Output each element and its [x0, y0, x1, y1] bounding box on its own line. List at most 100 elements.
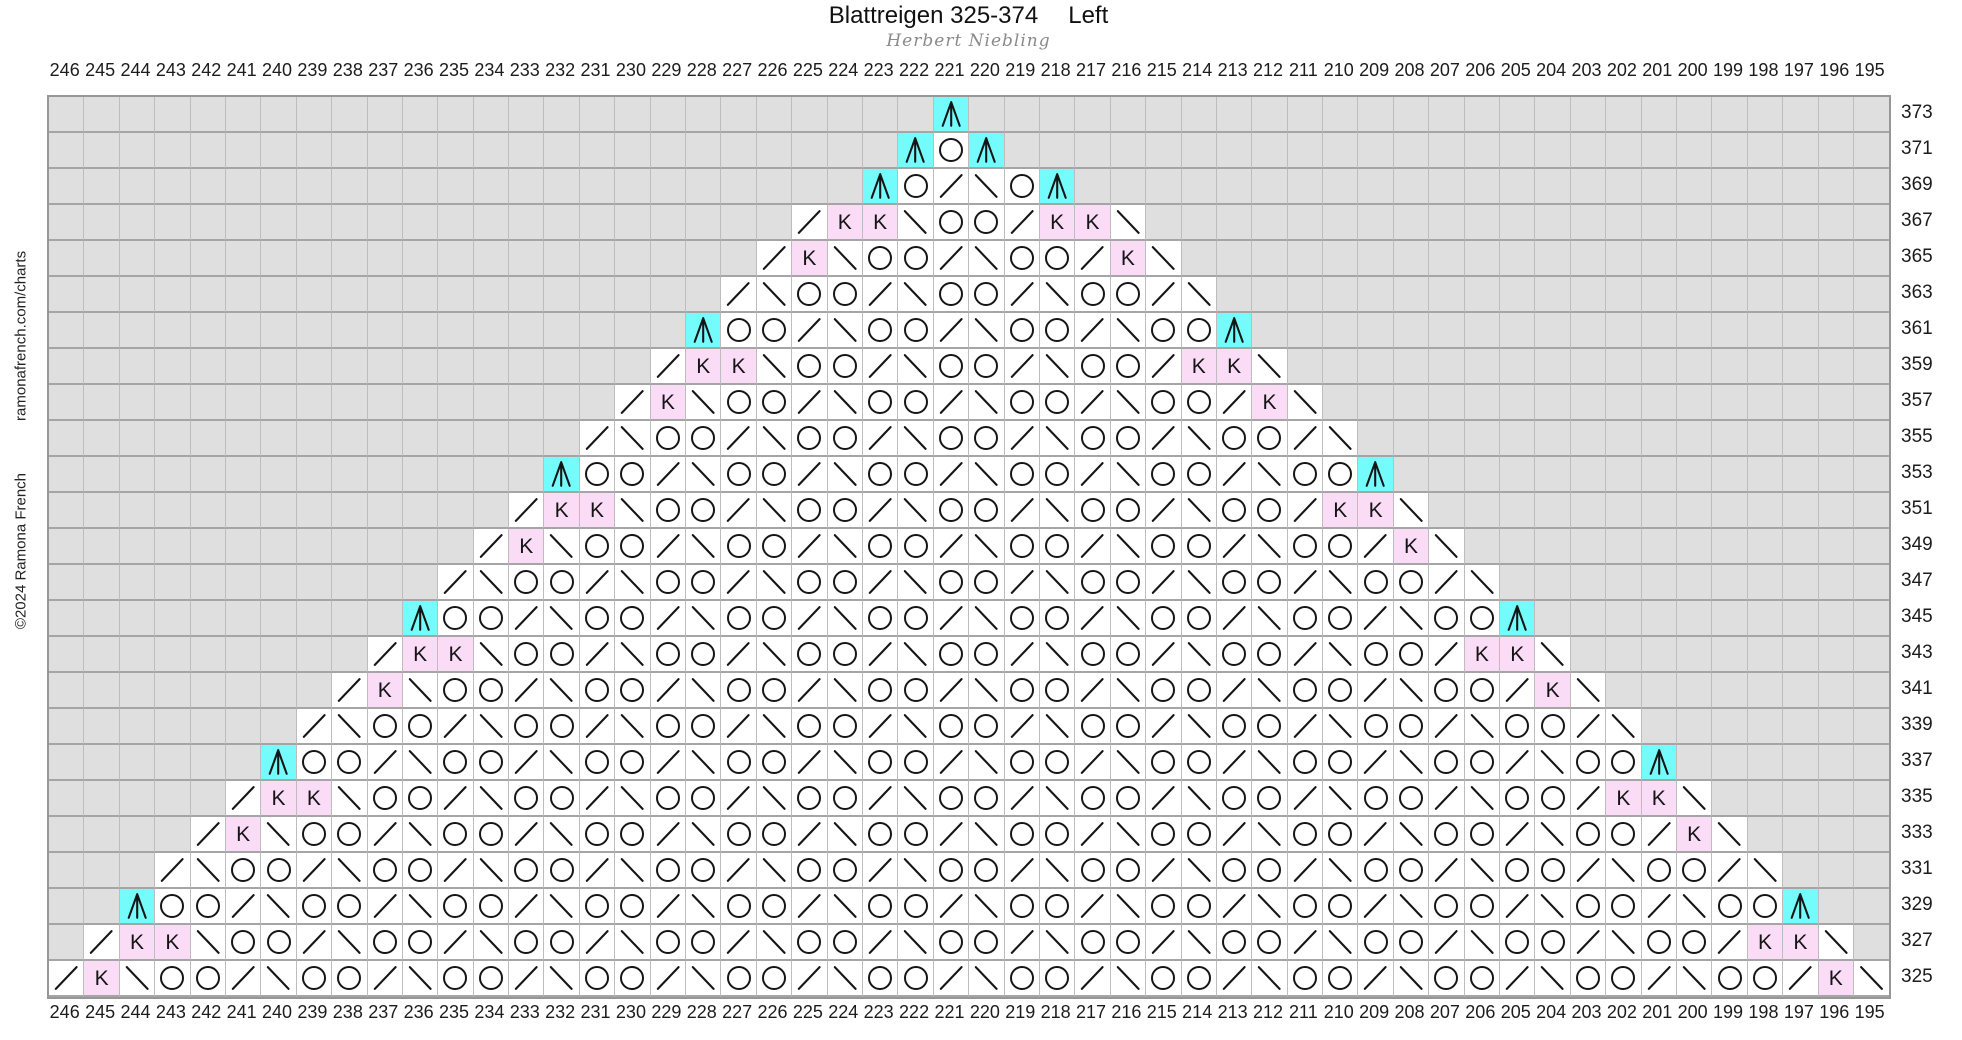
ssk-symbol-cell [686, 385, 722, 421]
column-label: 211 [1289, 60, 1318, 80]
no-stitch-cell [1783, 313, 1819, 349]
no-stitch-cell [296, 277, 333, 313]
k2tog-symbol-cell [792, 817, 828, 853]
no-stitch-cell [1393, 97, 1430, 133]
no-stitch-cell [438, 277, 474, 313]
yarn-over-symbol-cell [969, 421, 1005, 457]
ssk-symbol-cell [1181, 421, 1217, 457]
double-decrease-symbol-cell [402, 601, 439, 637]
yarn-over-symbol-cell [933, 133, 970, 169]
k2tog-symbol-cell [1570, 709, 1607, 745]
no-stitch-cell [49, 745, 85, 781]
no-stitch-cell [367, 601, 403, 637]
column-label: 209 [1359, 60, 1390, 80]
no-stitch-cell [1606, 385, 1642, 421]
yarn-over-symbol-cell [1535, 853, 1571, 889]
yarn-over-symbol-cell [1110, 781, 1147, 817]
column-label: 245 [85, 1002, 116, 1022]
k2tog-symbol-cell [650, 457, 687, 493]
no-stitch-cell [1570, 421, 1607, 457]
yarn-over-symbol-cell [1004, 529, 1040, 565]
k2tog-symbol-cell [650, 745, 687, 781]
row-label: 367 [1901, 210, 1933, 231]
k2tog-symbol-cell [615, 385, 651, 421]
yarn-over-symbol-cell [1110, 349, 1147, 385]
column-label: 235 [438, 60, 470, 80]
no-stitch-cell [1606, 529, 1642, 565]
row-label: 339 [1901, 714, 1933, 735]
no-stitch-cell [756, 133, 793, 169]
no-stitch-cell [509, 457, 545, 493]
no-stitch-cell [1146, 97, 1182, 133]
no-stitch-cell [1393, 241, 1430, 277]
yarn-over-symbol-cell [1110, 637, 1147, 673]
column-label: 200 [1677, 60, 1708, 80]
yarn-over-symbol-cell [1500, 853, 1536, 889]
k2tog-symbol-cell [756, 241, 793, 277]
no-stitch-cell [1287, 313, 1324, 349]
k2tog-symbol-cell [1004, 205, 1040, 241]
yarn-over-symbol-cell [862, 817, 899, 853]
k2tog-symbol-cell [332, 673, 368, 709]
no-stitch-cell [1818, 709, 1854, 745]
no-stitch-cell [1216, 169, 1253, 205]
k2tog-symbol-cell [367, 889, 403, 925]
no-stitch-cell [509, 97, 545, 133]
no-stitch-cell [1570, 169, 1607, 205]
ssk-symbol-cell [898, 781, 934, 817]
ssk-symbol-cell [756, 421, 793, 457]
no-stitch-cell [1818, 241, 1854, 277]
no-stitch-cell [1393, 133, 1430, 169]
yarn-over-symbol-cell [509, 637, 545, 673]
k2tog-symbol-cell [1287, 781, 1324, 817]
no-stitch-cell [1323, 313, 1359, 349]
yarn-over-symbol-cell [1216, 709, 1253, 745]
yarn-over-symbol-cell [367, 709, 403, 745]
no-stitch-cell [402, 493, 439, 529]
k2tog-symbol-cell [792, 601, 828, 637]
ssk-symbol-cell [756, 637, 793, 673]
yarn-over-symbol-cell [792, 277, 828, 313]
k-stitch-symbol-cell: K [650, 385, 687, 421]
no-stitch-cell [1075, 97, 1111, 133]
k2tog-symbol-cell [509, 673, 545, 709]
ssk-symbol-cell [1393, 601, 1430, 637]
double-decrease-symbol-cell [119, 889, 156, 925]
no-stitch-cell [1535, 205, 1571, 241]
k2tog-symbol-cell [1216, 601, 1253, 637]
column-label: 212 [1252, 1002, 1283, 1022]
yarn-over-symbol-cell [1146, 601, 1182, 637]
no-stitch-cell [473, 169, 510, 205]
ssk-symbol-cell [1039, 709, 1076, 745]
yarn-over-symbol-cell [615, 817, 651, 853]
no-stitch-cell [1181, 97, 1217, 133]
yarn-over-symbol-cell [1429, 889, 1465, 925]
no-stitch-cell [1783, 817, 1819, 853]
no-stitch-cell [119, 313, 156, 349]
no-stitch-cell [225, 349, 262, 385]
no-stitch-cell [119, 133, 156, 169]
no-stitch-cell [84, 241, 120, 277]
ssk-symbol-cell [1853, 961, 1890, 997]
no-stitch-cell [1818, 349, 1854, 385]
no-stitch-cell [1287, 169, 1324, 205]
k2tog-symbol-cell [792, 745, 828, 781]
k2tog-symbol-cell [721, 925, 757, 961]
no-stitch-cell [1606, 637, 1642, 673]
no-stitch-cell [544, 241, 580, 277]
yarn-over-symbol-cell [615, 529, 651, 565]
ssk-symbol-cell [1535, 817, 1571, 853]
no-stitch-cell [1570, 313, 1607, 349]
no-stitch-cell [1110, 97, 1147, 133]
k2tog-symbol-cell [1075, 457, 1111, 493]
no-stitch-cell [296, 529, 333, 565]
no-stitch-cell [1464, 457, 1501, 493]
column-label: 243 [155, 60, 186, 80]
k2tog-symbol-cell [650, 349, 687, 385]
ssk-symbol-cell [686, 817, 722, 853]
yarn-over-symbol-cell [650, 565, 687, 601]
no-stitch-cell [1039, 97, 1076, 133]
yarn-over-symbol-cell [756, 385, 793, 421]
yarn-over-symbol-cell [1004, 241, 1040, 277]
yarn-over-symbol-cell [1393, 637, 1430, 673]
